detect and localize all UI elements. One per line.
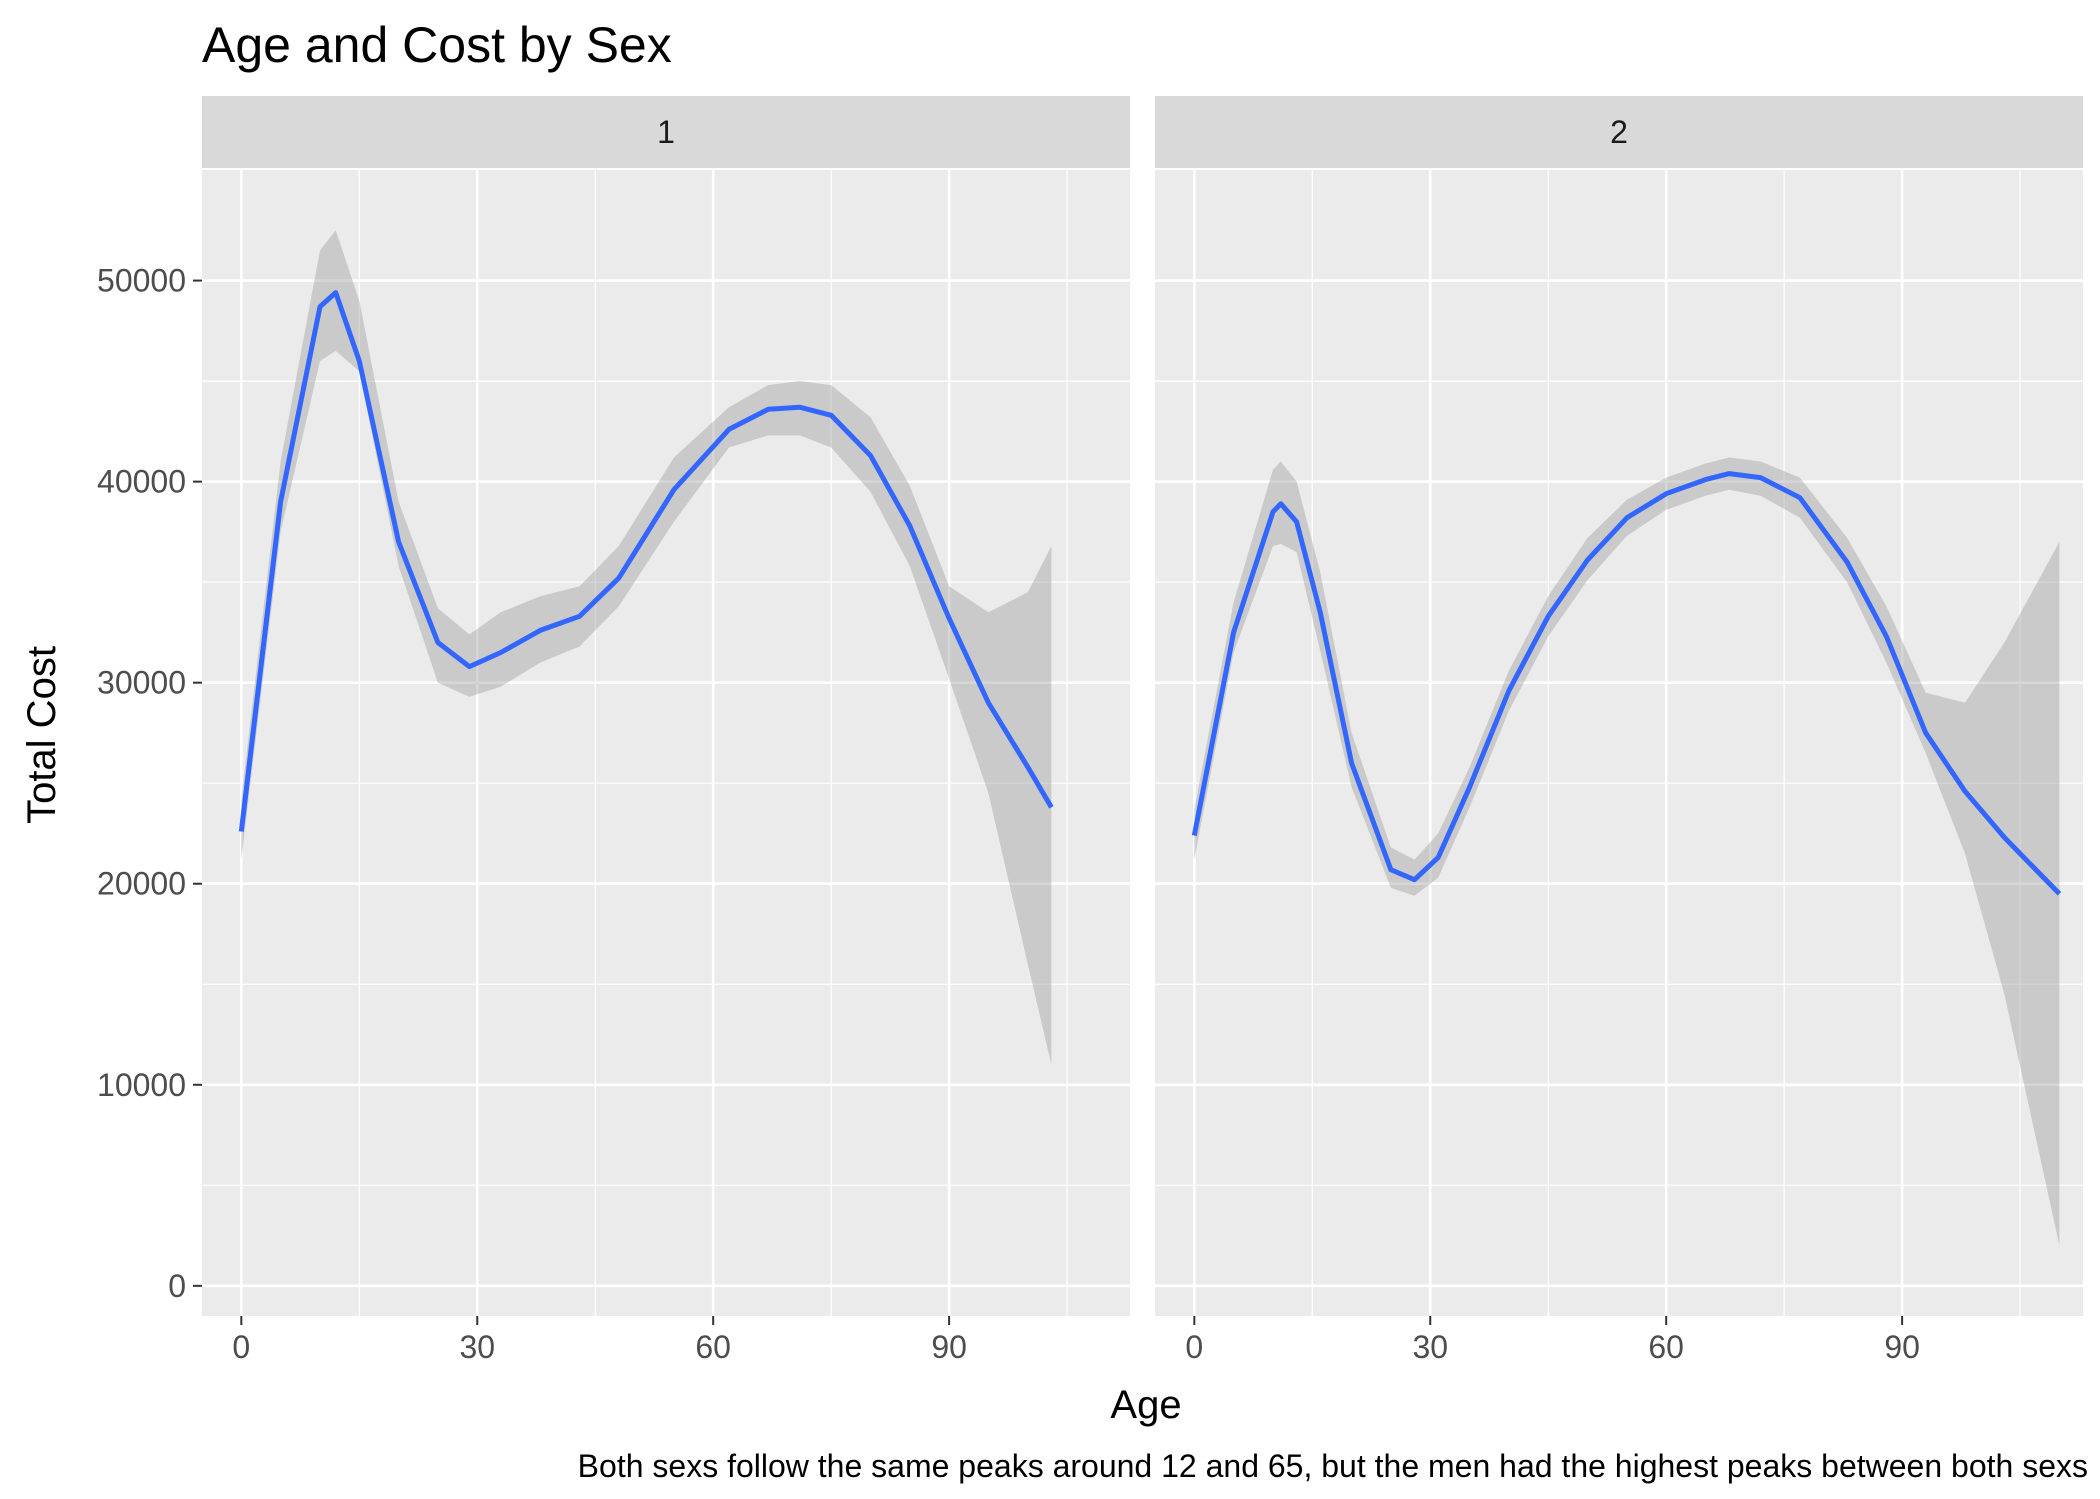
y-axis-title: Total Cost [20, 646, 64, 824]
panels: 1 0 30 60 90 2 0 30 60 90 [202, 96, 2083, 1365]
panel-background [1155, 170, 2083, 1316]
x-tick-label: 0 [1185, 1329, 1203, 1365]
y-tick-label: 30000 [97, 665, 186, 701]
facet-strip [202, 96, 1130, 168]
smooth-line [1191, 471, 2062, 896]
x-tick-label: 30 [459, 1329, 495, 1365]
chart-title: Age and Cost by Sex [202, 17, 672, 73]
chart-caption: Both sexs follow the same peaks around 1… [578, 1448, 2088, 1484]
x-tick-label: 90 [1884, 1329, 1920, 1365]
x-tick-label: 90 [931, 1329, 967, 1365]
facet-strip-label: 2 [1610, 114, 1628, 150]
x-tick-label: 30 [1412, 1329, 1448, 1365]
confidence-ribbon [1194, 457, 2060, 1246]
x-axis-title: Age [1110, 1383, 1181, 1427]
facet-strip-label: 1 [657, 114, 675, 150]
y-tick-label: 50000 [97, 263, 186, 299]
smooth-line [238, 290, 1054, 832]
y-tick-label: 20000 [97, 866, 186, 902]
x-tick-label: 60 [695, 1329, 731, 1365]
panel-2: 2 0 30 60 90 [1155, 96, 2083, 1365]
y-axis: 0 10000 20000 30000 40000 50000 [97, 263, 202, 1304]
panel-1: 1 0 30 60 90 [202, 96, 1130, 1365]
y-tick-label: 0 [168, 1268, 186, 1304]
y-tick-label: 40000 [97, 464, 186, 500]
confidence-ribbon [241, 230, 1052, 1065]
x-tick-label: 0 [232, 1329, 250, 1365]
x-tick-label: 60 [1648, 1329, 1684, 1365]
facet-strip [1155, 96, 2083, 168]
y-tick-label: 10000 [97, 1067, 186, 1103]
